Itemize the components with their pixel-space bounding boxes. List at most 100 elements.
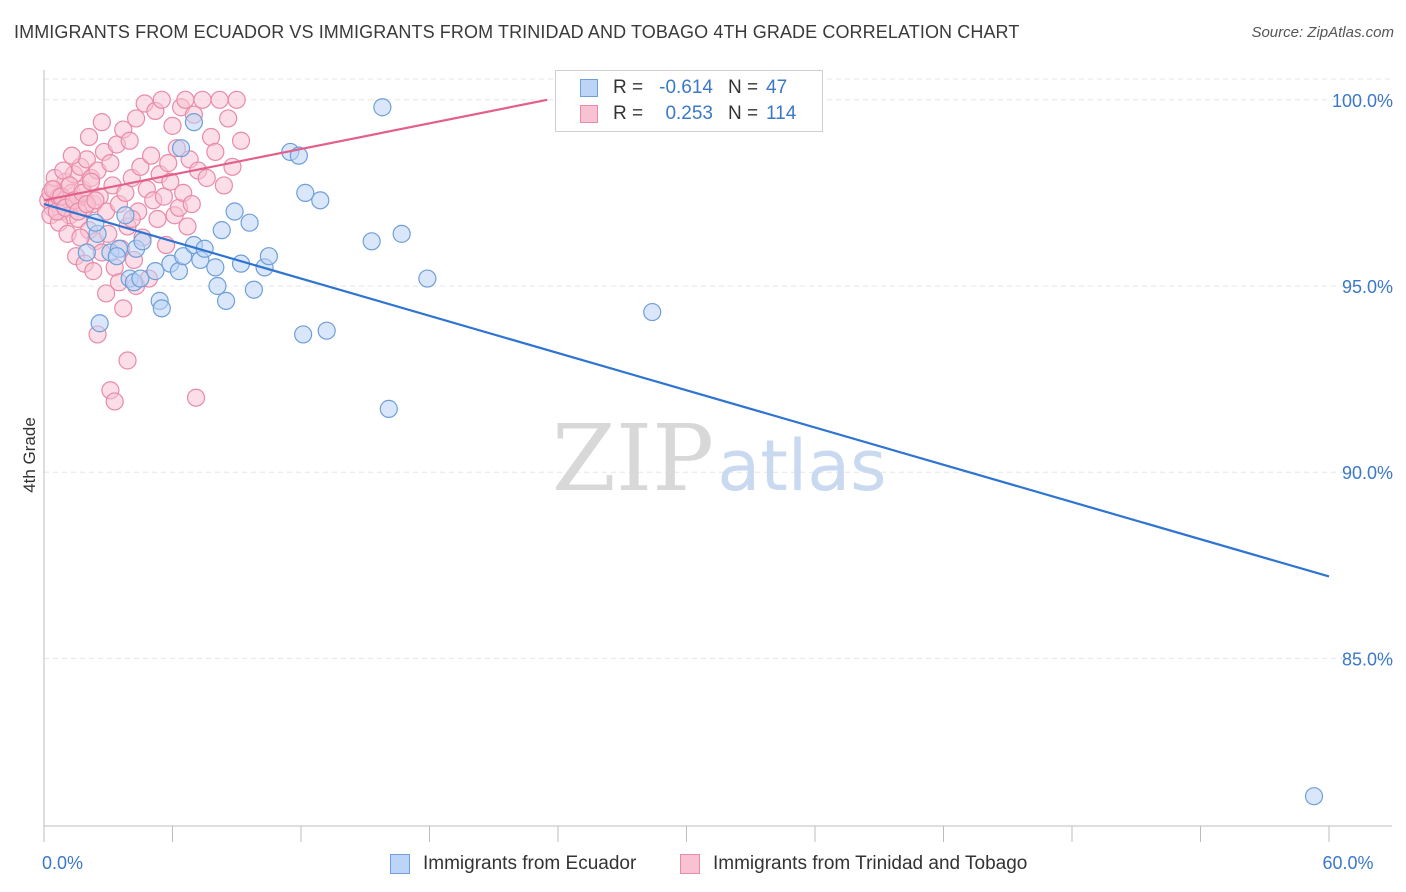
trinidad-point bbox=[62, 146, 81, 165]
trinidad-point bbox=[210, 90, 229, 109]
trend-lines bbox=[43, 98, 1330, 578]
legend-swatch-trinidad bbox=[580, 105, 598, 123]
ecuador-point bbox=[379, 399, 398, 418]
ecuador-point bbox=[1304, 787, 1324, 806]
bottom-legend-swatch-ecuador bbox=[390, 854, 410, 874]
ecuador-point bbox=[240, 213, 259, 232]
ecuador-point bbox=[152, 299, 171, 318]
ecuador-point bbox=[392, 224, 411, 243]
legend-n-value: 47 bbox=[766, 77, 788, 98]
ecuador-point bbox=[244, 280, 263, 299]
trinidad-point bbox=[114, 299, 133, 318]
ecuador-point bbox=[225, 202, 244, 221]
ecuador-point bbox=[90, 314, 109, 333]
trinidad-point bbox=[161, 172, 180, 191]
trinidad-point bbox=[178, 217, 197, 236]
trinidad-point bbox=[120, 131, 139, 150]
ecuador-point bbox=[311, 191, 330, 210]
ecuador-point bbox=[212, 221, 231, 240]
trinidad-point bbox=[92, 113, 111, 132]
trinidad-point bbox=[182, 194, 201, 214]
ecuador-point bbox=[77, 243, 96, 262]
trinidad-point bbox=[231, 131, 251, 150]
trinidad-point bbox=[186, 388, 206, 407]
trinidad-points bbox=[39, 90, 587, 411]
y-tick-label: 100.0% bbox=[1332, 91, 1393, 111]
trinidad-point bbox=[118, 351, 137, 370]
ecuador-point bbox=[208, 276, 227, 296]
chart-title: IMMIGRANTS FROM ECUADOR VS IMMIGRANTS FR… bbox=[14, 22, 1020, 42]
ecuador-point bbox=[184, 113, 204, 132]
ecuador-point bbox=[216, 291, 236, 310]
ecuador-point bbox=[373, 98, 392, 117]
zipatlas-watermark: ZIP atlas bbox=[552, 405, 887, 512]
ecuador-point bbox=[206, 258, 225, 277]
watermark-zip: ZIP bbox=[552, 405, 714, 512]
legend-swatch-ecuador bbox=[580, 79, 598, 97]
trinidad-point bbox=[193, 90, 212, 109]
ecuador-point bbox=[296, 183, 315, 202]
grid-lines bbox=[44, 78, 1392, 659]
trinidad-point bbox=[97, 284, 116, 303]
ecuador-point bbox=[362, 232, 381, 251]
trinidad-trend-line bbox=[43, 98, 548, 202]
trinidad-point bbox=[82, 172, 101, 191]
legend-r-label: R = bbox=[613, 77, 644, 98]
legend-r-value: -0.614 bbox=[659, 77, 713, 98]
correlation-legend: R = -0.614 N = 47 R = 0.253 N = 114 bbox=[555, 70, 823, 132]
trinidad-point bbox=[152, 90, 171, 109]
y-axis-label: 4th Grade bbox=[20, 417, 39, 493]
trinidad-point bbox=[176, 90, 195, 109]
y-tick-label: 90.0% bbox=[1342, 463, 1393, 483]
ecuador-point bbox=[418, 269, 437, 288]
legend-n-label: N = bbox=[728, 77, 759, 98]
trinidad-point bbox=[201, 127, 221, 147]
trinidad-point bbox=[84, 262, 103, 281]
ecuador-point bbox=[116, 206, 135, 225]
trinidad-point bbox=[159, 154, 178, 173]
trinidad-point bbox=[219, 109, 238, 128]
legend-r-label: R = bbox=[613, 103, 644, 124]
tick-labels: 100.0% 95.0% 90.0% 85.0% 0.0% 60.0% bbox=[42, 91, 1393, 873]
ecuador-point bbox=[171, 139, 191, 158]
trinidad-point bbox=[141, 146, 161, 165]
x-tick-label: 60.0% bbox=[1322, 853, 1373, 873]
ecuador-point bbox=[146, 262, 165, 281]
trinidad-point bbox=[126, 109, 146, 128]
source-label: Source: ZipAtlas.com bbox=[1251, 24, 1394, 41]
trinidad-point bbox=[163, 116, 182, 135]
trinidad-point bbox=[214, 176, 233, 195]
trinidad-point bbox=[197, 168, 216, 188]
ecuador-point bbox=[294, 325, 313, 344]
ecuador-point bbox=[289, 146, 308, 165]
trinidad-point bbox=[131, 157, 150, 176]
trinidad-point bbox=[101, 154, 120, 173]
legend-r-value: 0.253 bbox=[665, 103, 713, 124]
ecuador-points bbox=[77, 98, 1324, 806]
ecuador-point bbox=[317, 321, 336, 340]
trinidad-point bbox=[86, 191, 105, 210]
legend-row-trinidad: R = 0.253 N = 114 bbox=[556, 101, 822, 127]
trinidad-point bbox=[227, 90, 246, 109]
legend-n-label: N = bbox=[728, 103, 759, 124]
trinidad-point bbox=[79, 127, 99, 147]
trinidad-point bbox=[148, 209, 167, 229]
bottom-legend-label-ecuador: Immigrants from Ecuador bbox=[423, 853, 637, 874]
ecuador-point bbox=[131, 269, 150, 288]
watermark-atlas: atlas bbox=[717, 425, 886, 507]
ecuador-point bbox=[174, 247, 193, 266]
ecuador-point bbox=[107, 247, 126, 266]
ecuador-trend-line bbox=[43, 203, 1330, 578]
x-tick-label: 0.0% bbox=[42, 853, 83, 873]
ecuador-point bbox=[169, 262, 189, 281]
ecuador-point bbox=[259, 247, 278, 266]
bottom-legend-swatch-trinidad bbox=[680, 854, 700, 874]
trinidad-point bbox=[206, 142, 225, 162]
legend-n-value: 114 bbox=[766, 103, 797, 124]
y-tick-label: 95.0% bbox=[1342, 277, 1393, 297]
bottom-legend-label-trinidad: Immigrants from Trinidad and Tobago bbox=[713, 853, 1028, 874]
y-tick-label: 85.0% bbox=[1342, 649, 1393, 669]
ecuador-point bbox=[643, 302, 662, 322]
trinidad-point bbox=[105, 392, 124, 411]
